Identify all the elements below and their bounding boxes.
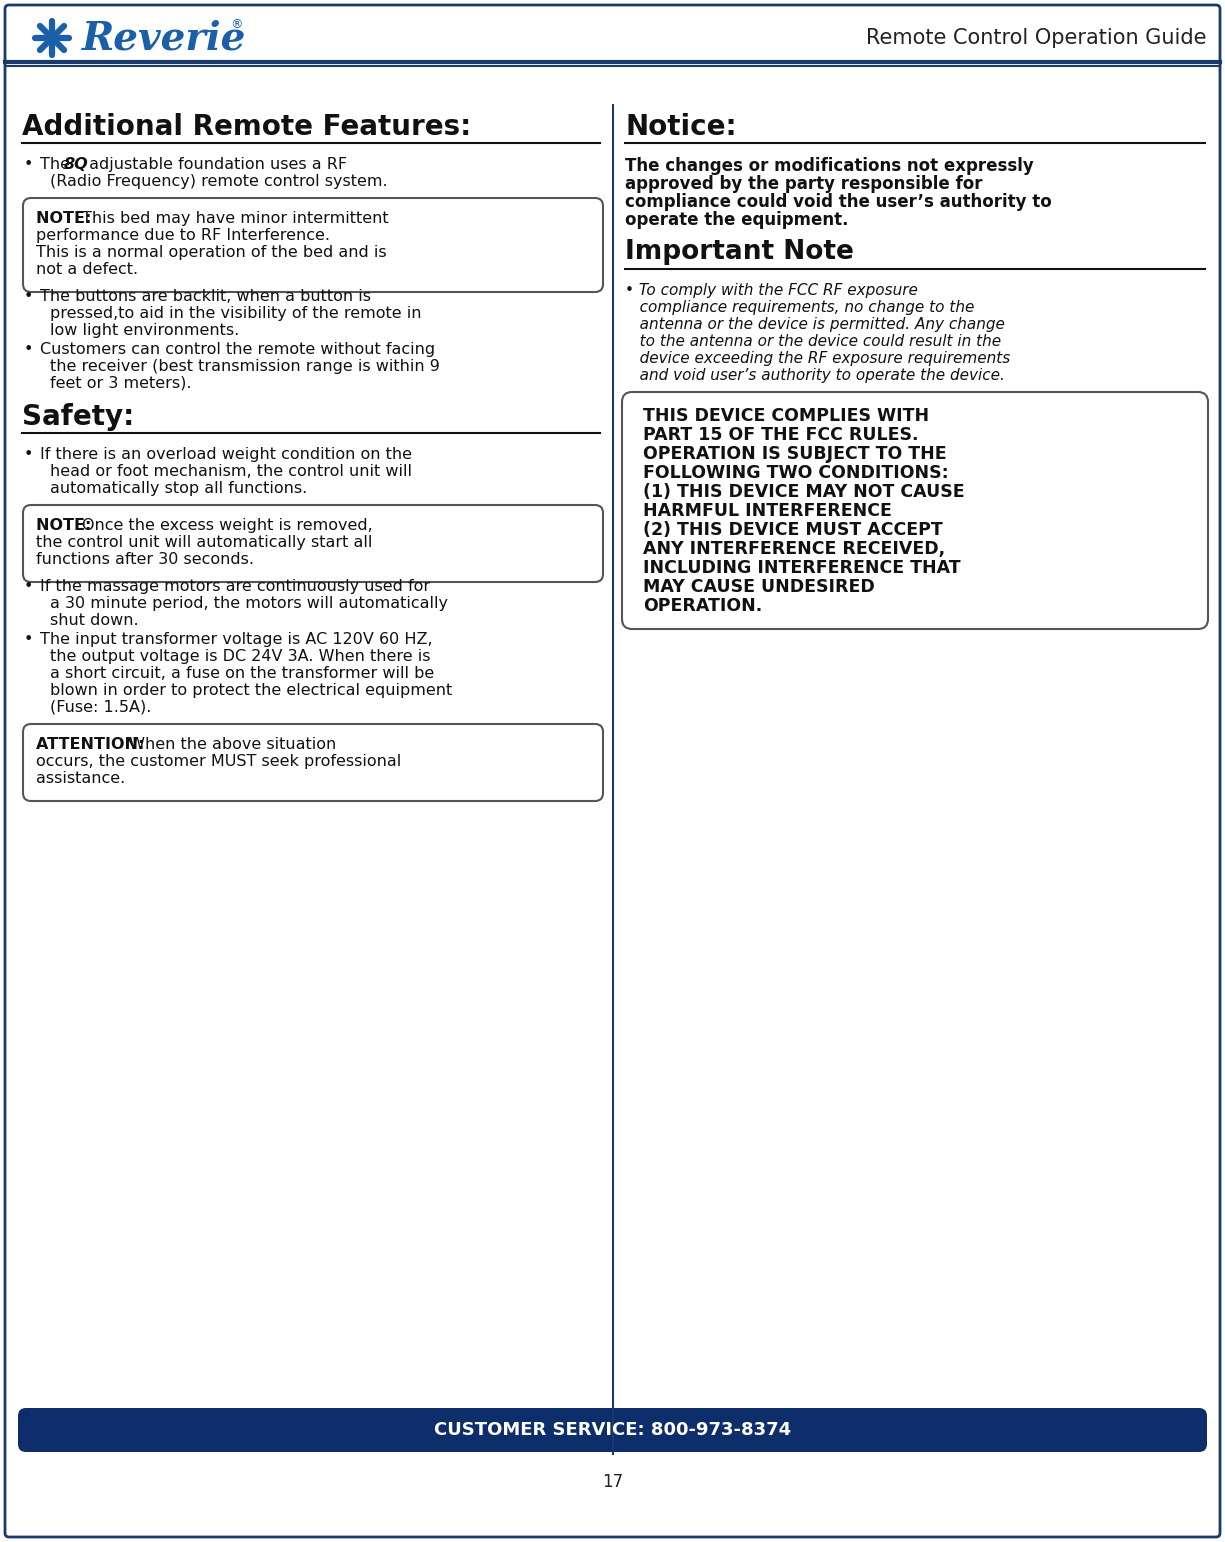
Text: • To comply with the FCC RF exposure: • To comply with the FCC RF exposure (625, 284, 918, 298)
Text: operate the equipment.: operate the equipment. (625, 211, 849, 230)
Text: 17: 17 (601, 1473, 624, 1491)
Text: The buttons are backlit, when a button is: The buttons are backlit, when a button i… (40, 288, 371, 304)
Text: The: The (40, 157, 75, 173)
Text: Once the excess weight is removed,: Once the excess weight is removed, (82, 518, 372, 534)
Text: •: • (24, 342, 33, 358)
Text: OPERATION.: OPERATION. (643, 597, 762, 615)
Text: functions after 30 seconds.: functions after 30 seconds. (36, 552, 254, 567)
Text: and void user’s authority to operate the device.: and void user’s authority to operate the… (625, 369, 1004, 382)
Text: adjustable foundation uses a RF: adjustable foundation uses a RF (85, 157, 347, 173)
Text: compliance could void the user’s authority to: compliance could void the user’s authori… (625, 193, 1052, 211)
Text: HARMFUL INTERFERENCE: HARMFUL INTERFERENCE (643, 503, 892, 520)
Text: INCLUDING INTERFERENCE THAT: INCLUDING INTERFERENCE THAT (643, 560, 960, 577)
FancyBboxPatch shape (18, 1408, 1207, 1453)
Text: This is a normal operation of the bed and is: This is a normal operation of the bed an… (36, 245, 387, 261)
Text: This bed may have minor intermittent: This bed may have minor intermittent (82, 211, 388, 227)
Text: •: • (24, 632, 33, 648)
Text: device exceeding the RF exposure requirements: device exceeding the RF exposure require… (625, 352, 1011, 365)
Text: low light environments.: low light environments. (50, 322, 239, 338)
Text: THIS DEVICE COMPLIES WITH: THIS DEVICE COMPLIES WITH (643, 407, 929, 426)
Text: Important Note: Important Note (625, 239, 854, 265)
FancyBboxPatch shape (23, 725, 603, 800)
Text: ANY INTERFERENCE RECEIVED,: ANY INTERFERENCE RECEIVED, (643, 540, 946, 558)
Text: Additional Remote Features:: Additional Remote Features: (22, 113, 472, 140)
Text: MAY CAUSE UNDESIRED: MAY CAUSE UNDESIRED (643, 578, 875, 597)
Text: pressed,to aid in the visibility of the remote in: pressed,to aid in the visibility of the … (50, 305, 421, 321)
Text: Safety:: Safety: (22, 402, 135, 432)
Text: to the antenna or the device could result in the: to the antenna or the device could resul… (625, 335, 1001, 348)
Text: Remote Control Operation Guide: Remote Control Operation Guide (866, 28, 1207, 48)
Text: If there is an overload weight condition on the: If there is an overload weight condition… (40, 447, 412, 463)
Text: performance due to RF Interference.: performance due to RF Interference. (36, 228, 330, 244)
FancyBboxPatch shape (622, 392, 1208, 629)
Text: ATTENTION:: ATTENTION: (36, 737, 149, 752)
Text: NOTE:: NOTE: (36, 518, 97, 534)
Text: shut down.: shut down. (50, 614, 138, 628)
FancyBboxPatch shape (23, 197, 603, 291)
Text: NOTE:: NOTE: (36, 211, 97, 227)
Text: The changes or modifications not expressly: The changes or modifications not express… (625, 157, 1034, 174)
Text: The input transformer voltage is AC 120V 60 HZ,: The input transformer voltage is AC 120V… (40, 632, 432, 648)
Text: 8Q: 8Q (64, 157, 88, 173)
Text: If the massage motors are continuously used for: If the massage motors are continuously u… (40, 578, 430, 594)
Text: a short circuit, a fuse on the transformer will be: a short circuit, a fuse on the transform… (50, 666, 434, 682)
Text: compliance requirements, no change to the: compliance requirements, no change to th… (625, 301, 974, 315)
Text: (2) THIS DEVICE MUST ACCEPT: (2) THIS DEVICE MUST ACCEPT (643, 521, 943, 540)
Text: •: • (24, 288, 33, 304)
Text: a 30 minute period, the motors will automatically: a 30 minute period, the motors will auto… (50, 597, 448, 611)
Text: blown in order to protect the electrical equipment: blown in order to protect the electrical… (50, 683, 452, 699)
Text: the control unit will automatically start all: the control unit will automatically star… (36, 535, 372, 550)
Text: (Fuse: 1.5A).: (Fuse: 1.5A). (50, 700, 152, 715)
Text: the receiver (best transmission range is within 9: the receiver (best transmission range is… (50, 359, 440, 375)
Text: not a defect.: not a defect. (36, 262, 138, 278)
Text: ®: ® (230, 19, 243, 31)
Text: Customers can control the remote without facing: Customers can control the remote without… (40, 342, 435, 358)
Text: the output voltage is DC 24V 3A. When there is: the output voltage is DC 24V 3A. When th… (50, 649, 430, 665)
Text: feet or 3 meters).: feet or 3 meters). (50, 376, 191, 392)
Text: Reverie: Reverie (82, 19, 246, 57)
Text: •: • (24, 157, 33, 173)
FancyBboxPatch shape (23, 504, 603, 581)
Text: antenna or the device is permitted. Any change: antenna or the device is permitted. Any … (625, 318, 1004, 332)
Text: PART 15 OF THE FCC RULES.: PART 15 OF THE FCC RULES. (643, 426, 919, 444)
Text: FOLLOWING TWO CONDITIONS:: FOLLOWING TWO CONDITIONS: (643, 464, 948, 483)
Text: •: • (24, 447, 33, 463)
Text: assistance.: assistance. (36, 771, 125, 786)
Text: OPERATION IS SUBJECT TO THE: OPERATION IS SUBJECT TO THE (643, 446, 947, 463)
Text: When the above situation: When the above situation (124, 737, 336, 752)
FancyBboxPatch shape (5, 5, 1220, 1537)
Text: CUSTOMER SERVICE: 800-973-8374: CUSTOMER SERVICE: 800-973-8374 (434, 1422, 791, 1439)
Text: Notice:: Notice: (625, 113, 736, 140)
Text: head or foot mechanism, the control unit will: head or foot mechanism, the control unit… (50, 464, 412, 480)
Text: occurs, the customer MUST seek professional: occurs, the customer MUST seek professio… (36, 754, 402, 769)
Text: •: • (24, 578, 33, 594)
Text: approved by the party responsible for: approved by the party responsible for (625, 174, 982, 193)
Text: (1) THIS DEVICE MAY NOT CAUSE: (1) THIS DEVICE MAY NOT CAUSE (643, 483, 964, 501)
Text: automatically stop all functions.: automatically stop all functions. (50, 481, 307, 497)
Text: (Radio Frequency) remote control system.: (Radio Frequency) remote control system. (50, 174, 387, 190)
